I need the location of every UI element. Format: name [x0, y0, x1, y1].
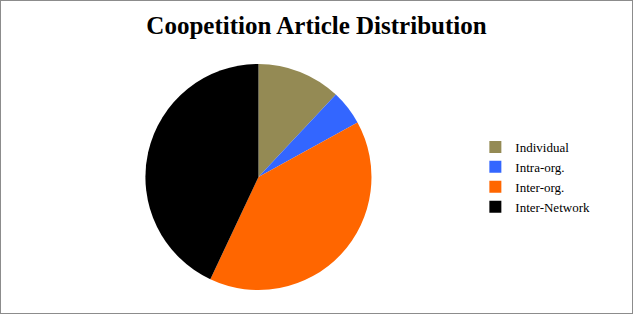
svg-text:Inter-org.: Inter-org.	[515, 180, 564, 195]
svg-text:Inter-Network: Inter-Network	[515, 200, 590, 215]
svg-text:Coopetition Article Distributi: Coopetition Article Distribution	[146, 12, 486, 39]
svg-text:Individual: Individual	[515, 140, 569, 155]
svg-text:Intra-org.: Intra-org.	[515, 160, 564, 175]
